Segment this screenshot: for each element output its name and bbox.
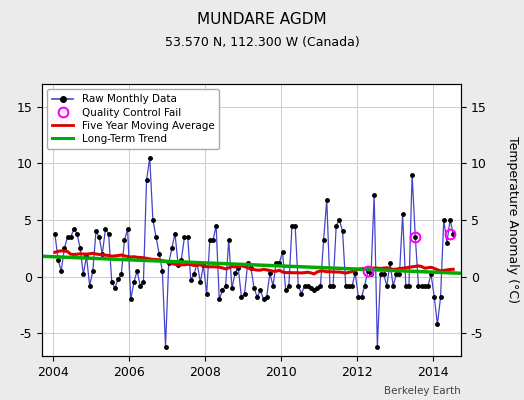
- Text: Berkeley Earth: Berkeley Earth: [385, 386, 461, 396]
- Legend: Raw Monthly Data, Quality Control Fail, Five Year Moving Average, Long-Term Tren: Raw Monthly Data, Quality Control Fail, …: [47, 89, 220, 149]
- Text: 53.570 N, 112.300 W (Canada): 53.570 N, 112.300 W (Canada): [165, 36, 359, 49]
- Y-axis label: Temperature Anomaly (°C): Temperature Anomaly (°C): [506, 136, 519, 304]
- Text: MUNDARE AGDM: MUNDARE AGDM: [197, 12, 327, 27]
